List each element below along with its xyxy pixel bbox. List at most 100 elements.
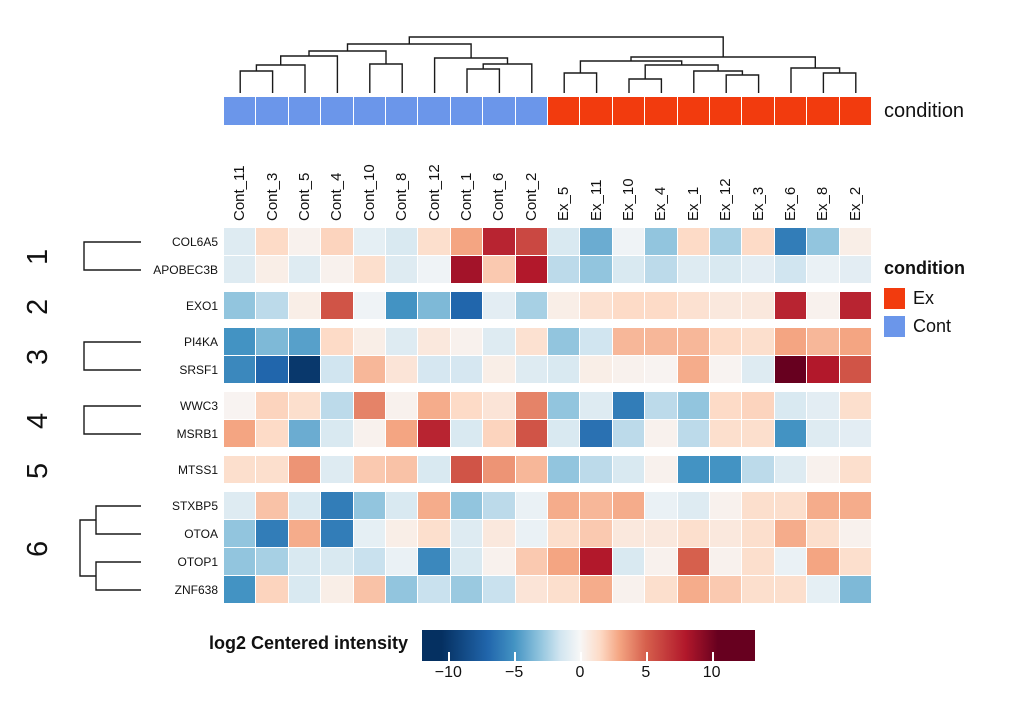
heatmap-cell: [321, 576, 353, 603]
heatmap-cell: [710, 392, 742, 419]
heatmap-cell: [256, 520, 288, 547]
heatmap-cell: [483, 520, 515, 547]
row-cluster-label: 5: [22, 462, 54, 479]
heatmap-cell: [224, 256, 256, 283]
condition-bar-cell: [677, 97, 709, 125]
heatmap-cell: [774, 576, 807, 603]
heatmap-cell: [645, 548, 677, 575]
heatmap-cell: [353, 356, 385, 383]
heatmap-cell: [224, 292, 256, 319]
heatmap-cell: [612, 356, 645, 383]
heatmap-cell: [288, 292, 321, 319]
heatmap-cell: [450, 456, 483, 483]
heatmap-cell: [515, 256, 547, 283]
heatmap-cell: [742, 256, 774, 283]
heatmap-cell: [612, 228, 645, 255]
heatmap-cell: [483, 548, 515, 575]
heatmap-cell: [710, 492, 742, 519]
heatmap-cell: [612, 420, 645, 447]
heatmap-cell: [515, 492, 547, 519]
heatmap-cell: [450, 420, 483, 447]
heatmap-cell: [224, 420, 256, 447]
column-label: Ex_2: [846, 186, 864, 221]
heatmap-cell: [839, 548, 871, 575]
condition-bar-cell: [483, 97, 515, 125]
heatmap-cell: [612, 520, 645, 547]
heatmap-cell: [288, 356, 321, 383]
heatmap-cell: [418, 328, 450, 355]
heatmap-cell: [807, 292, 839, 319]
heatmap-cell: [288, 548, 321, 575]
heatmap-cell: [677, 292, 709, 319]
column-label: Ex_12: [717, 178, 735, 221]
heatmap-cell: [807, 520, 839, 547]
heatmap-cell: [386, 548, 418, 575]
heatmap-cell: [321, 256, 353, 283]
heatmap-cell: [612, 548, 645, 575]
heatmap-cell: [418, 292, 450, 319]
heatmap-cell: [839, 392, 871, 419]
heatmap-cell: [515, 520, 547, 547]
row-label: WWC3: [180, 399, 218, 413]
heatmap-cell: [677, 492, 709, 519]
heatmap-cell: [256, 328, 288, 355]
heatmap-cell: [418, 392, 450, 419]
heatmap-cell: [548, 392, 580, 419]
heatmap-cell: [774, 520, 807, 547]
heatmap-cell: [580, 392, 612, 419]
heatmap-cell: [839, 520, 871, 547]
heatmap-cell: [483, 492, 515, 519]
heatmap-cell: [321, 392, 353, 419]
row-label: PI4KA: [183, 335, 218, 349]
heatmap-cell: [288, 576, 321, 603]
heatmap-cell: [839, 576, 871, 603]
colorbar-tickmark: [645, 652, 648, 661]
column-label: Cont_11: [231, 165, 249, 221]
heatmap-cell: [774, 356, 807, 383]
legend-item-label: Ex: [913, 288, 935, 308]
heatmap-cell: [450, 576, 483, 603]
column-label: Ex_6: [782, 186, 799, 221]
heatmap-cell: [645, 492, 677, 519]
row-label: OTOP1: [177, 555, 218, 569]
heatmap-cell: [224, 328, 256, 355]
heatmap-cell: [580, 328, 612, 355]
heatmap-cell: [839, 292, 871, 319]
heatmap-cell: [548, 328, 580, 355]
heatmap-cell: [288, 492, 321, 519]
column-label: Ex_10: [620, 178, 637, 221]
colorbar-tick-label: 0: [575, 664, 585, 681]
heatmap-cell: [710, 420, 742, 447]
heatmap-cell: [839, 356, 871, 383]
heatmap-cell: [321, 456, 353, 483]
heatmap-cell: [742, 576, 774, 603]
condition-bar-cell: [807, 97, 839, 125]
heatmap-cell: [774, 456, 807, 483]
heatmap-cell: [677, 420, 709, 447]
heatmap-cell: [645, 292, 677, 319]
heatmap-cell: [580, 256, 612, 283]
heatmap-cell: [807, 228, 839, 255]
condition-bar-cell: [256, 97, 288, 125]
row-cluster-label: 1: [22, 248, 54, 265]
heatmap-cell: [515, 548, 547, 575]
heatmap-cell: [677, 356, 709, 383]
heatmap-cell: [580, 356, 612, 383]
heatmap-cell: [353, 456, 385, 483]
heatmap-cell: [353, 420, 385, 447]
colorbar-gradient: [422, 630, 755, 661]
heatmap-cell: [224, 492, 256, 519]
column-label: Cont_12: [425, 164, 443, 221]
heatmap-cell: [710, 328, 742, 355]
heatmap-cell: [256, 228, 288, 255]
condition-bar-cell: [515, 97, 547, 125]
heatmap-cell: [450, 228, 483, 255]
heatmap-cell: [548, 228, 580, 255]
heatmap-cell: [418, 576, 450, 603]
heatmap-cell: [807, 256, 839, 283]
heatmap-cell: [353, 292, 385, 319]
heatmap-cell: [483, 420, 515, 447]
heatmap-cell: [677, 576, 709, 603]
